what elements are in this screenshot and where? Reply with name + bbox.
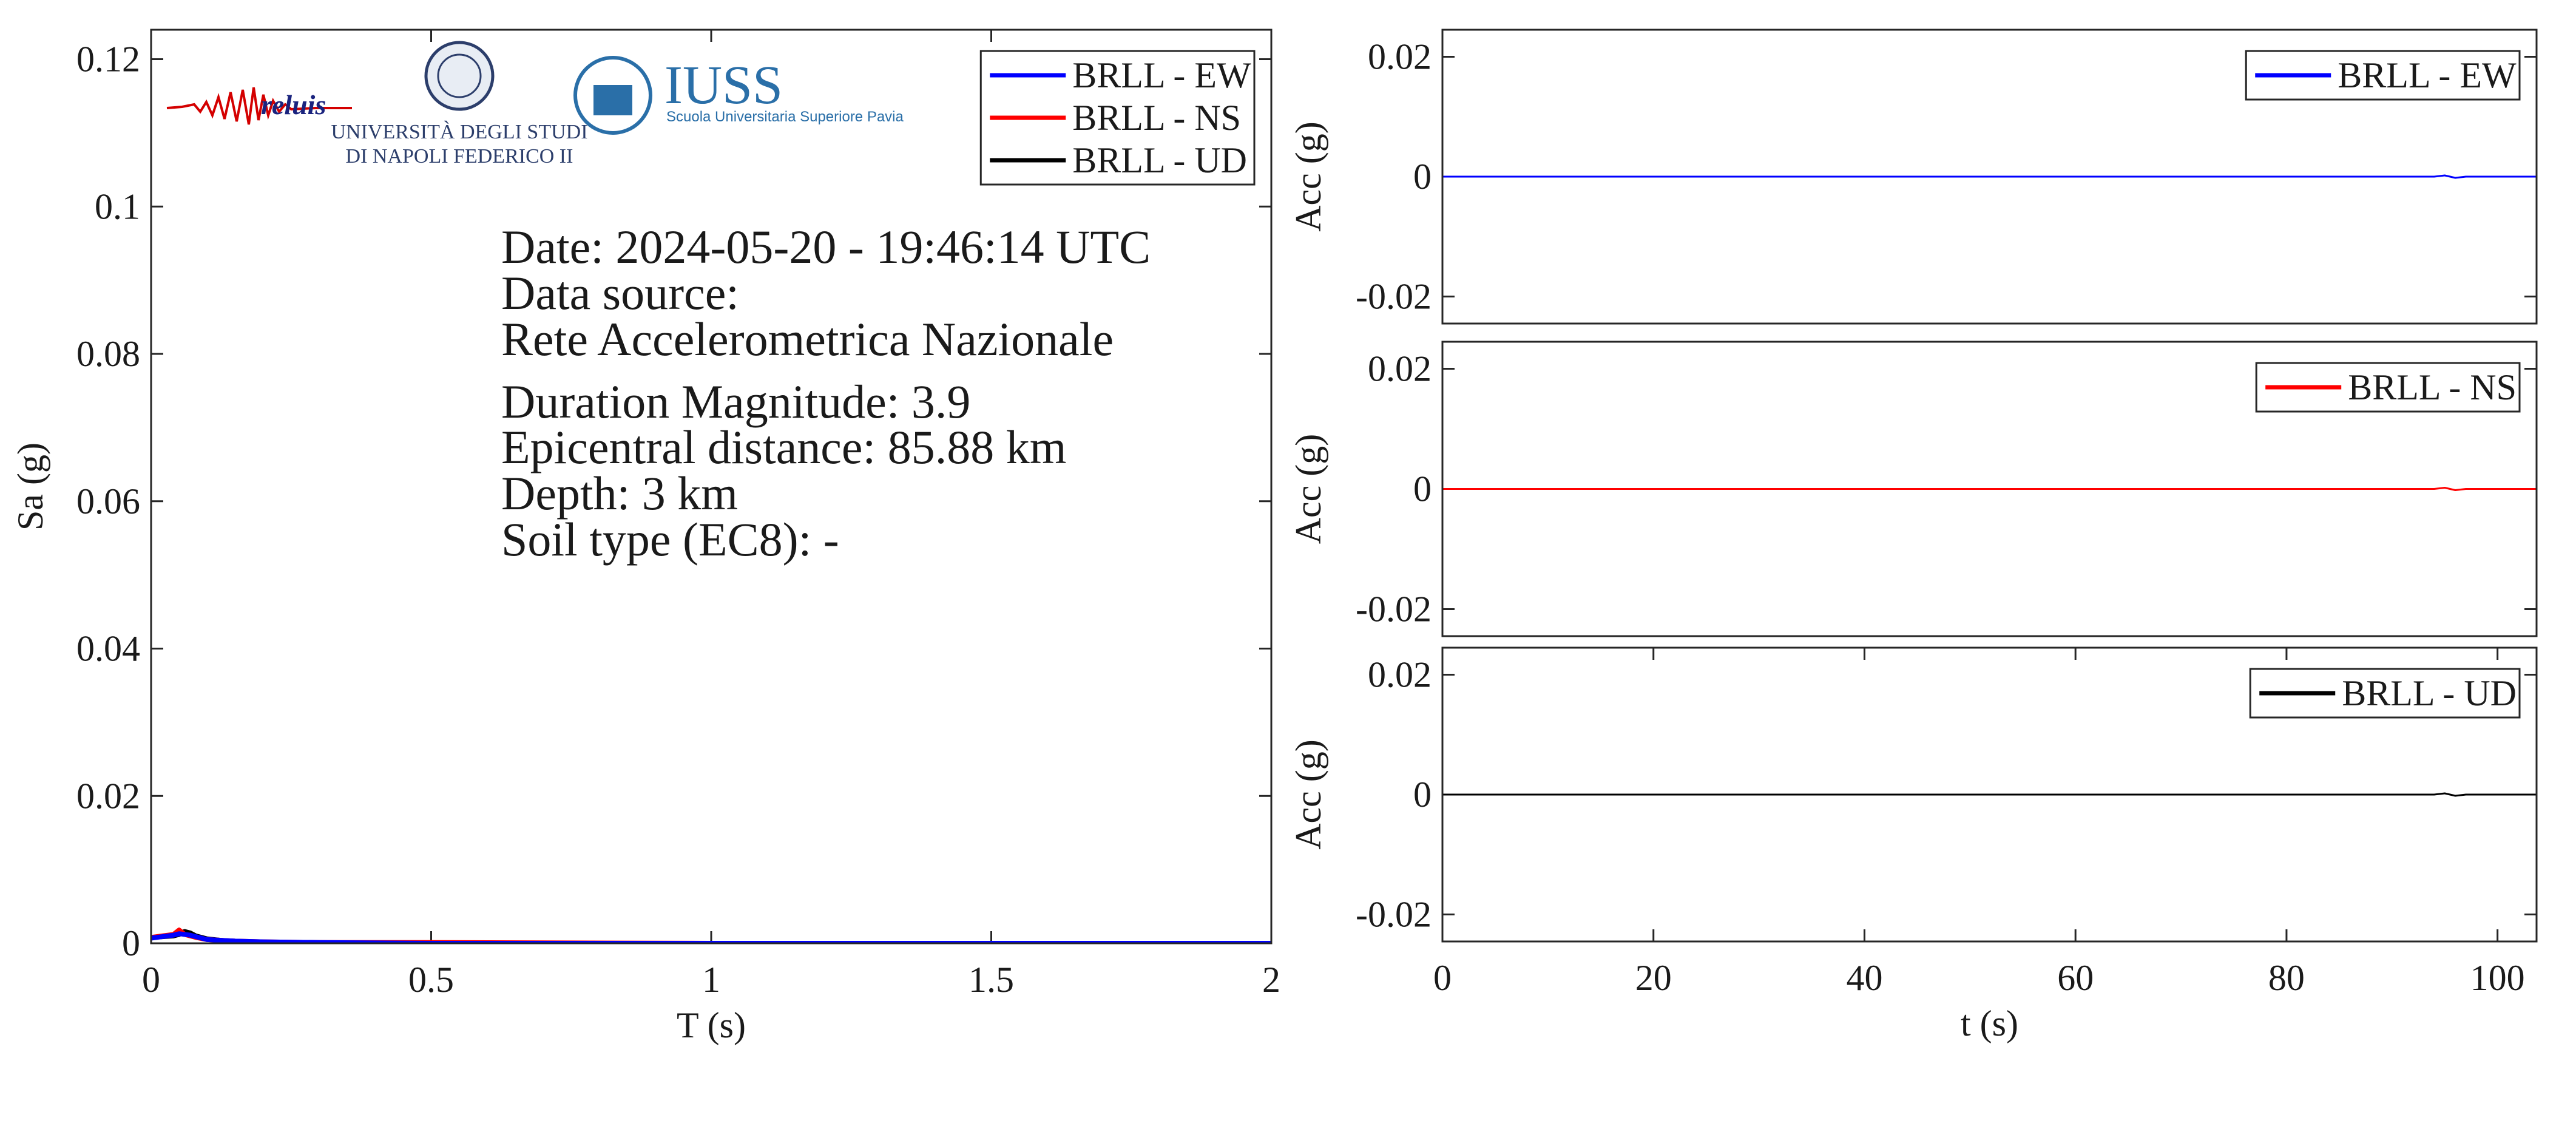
logo-text: IUSS xyxy=(664,55,783,115)
logo-seismogram xyxy=(166,87,352,125)
x-tick-label: 100 xyxy=(2470,958,2525,998)
logo-building xyxy=(593,85,632,115)
annotation: Soil type (EC8): - xyxy=(501,513,839,566)
x-tick-label: 0 xyxy=(142,960,160,1000)
logo-seal xyxy=(437,53,482,98)
y-tick-label: -0.02 xyxy=(1356,277,1432,317)
annotation: Duration Magnitude: 3.9 xyxy=(501,375,970,428)
annotation: Epicentral distance: 85.88 km xyxy=(501,421,1066,473)
legend-label: BRLL - UD xyxy=(1072,140,1247,180)
y-tick-label: 0.12 xyxy=(76,39,140,80)
legend: BRLL - EW xyxy=(2245,50,2521,101)
logo-reluis: reluis xyxy=(166,87,352,125)
plot-frame xyxy=(1441,29,2538,325)
logo-unina: UNIVERSITÀ DEGLI STUDI DI NAPOLI FEDERIC… xyxy=(331,41,588,168)
logo-text: Scuola Universitaria Superiore Pavia xyxy=(666,109,904,125)
y-tick-label: -0.02 xyxy=(1356,589,1432,629)
series-line xyxy=(151,931,1271,943)
y-tick-label: 0.02 xyxy=(1368,349,1432,389)
plot-frame xyxy=(1441,341,2538,637)
x-tick-label: 0.5 xyxy=(408,960,454,1000)
series-line xyxy=(1442,792,2537,797)
y-tick-label: 0 xyxy=(1413,775,1432,815)
y-tick-label: 0.06 xyxy=(76,481,140,521)
y-axis-label: Sa (g) xyxy=(10,443,50,531)
x-tick-label: 40 xyxy=(1846,958,1882,998)
y-axis-label: Acc (g) xyxy=(1288,121,1328,232)
y-tick-label: 0.02 xyxy=(1368,36,1432,76)
series-line xyxy=(1442,174,2537,179)
annotation: Date: 2024-05-20 - 19:46:14 UTC xyxy=(501,220,1151,273)
y-axis-label: Acc (g) xyxy=(1288,434,1328,544)
x-tick-label: 60 xyxy=(2057,958,2094,998)
legend-label: BRLL - NS xyxy=(1072,98,1241,138)
y-tick-label: 0.02 xyxy=(1368,654,1432,694)
y-tick-label: -0.02 xyxy=(1356,895,1432,935)
logo-text: UNIVERSITÀ DEGLI STUDI xyxy=(331,121,587,143)
x-tick-label: 2 xyxy=(1262,960,1280,1000)
x-axis-label: t (s) xyxy=(1961,1003,2018,1043)
y-tick-label: 0.08 xyxy=(76,334,140,374)
annotation: Data source: xyxy=(501,266,739,319)
x-tick-label: 0 xyxy=(1433,958,1452,998)
logo-iuss: IUSS Scuola Universitaria Superiore Pavi… xyxy=(573,55,904,135)
logo-seal xyxy=(424,41,495,111)
x-tick-label: 1.5 xyxy=(969,960,1014,1000)
y-tick-label: 0 xyxy=(1413,157,1432,197)
plot-frame xyxy=(1441,646,2538,943)
legend: BRLL - UD xyxy=(2249,668,2521,719)
series-line xyxy=(1442,487,2537,491)
y-tick-label: 0.02 xyxy=(76,776,140,816)
logo-text: reluis xyxy=(261,89,326,120)
x-tick-label: 1 xyxy=(702,960,720,1000)
y-tick-label: 0 xyxy=(122,923,140,963)
annotation: Rete Accelerometrica Nazionale xyxy=(501,313,1114,365)
y-tick-label: 0.04 xyxy=(76,629,140,669)
annotation: Depth: 3 km xyxy=(501,467,738,520)
y-axis-label: Acc (g) xyxy=(1288,739,1328,850)
logo-text: DI NAPOLI FEDERICO II xyxy=(346,145,573,168)
legend-label: BRLL - EW xyxy=(1072,55,1251,95)
y-tick-label: 0 xyxy=(1413,469,1432,509)
legend-label: BRLL - NS xyxy=(2348,367,2517,407)
legend-label: BRLL - UD xyxy=(2342,673,2517,713)
legend-label: BRLL - EW xyxy=(2338,55,2517,95)
x-tick-label: 80 xyxy=(2268,958,2305,998)
y-tick-label: 0.1 xyxy=(95,186,140,226)
legend: BRLL - NS xyxy=(2255,362,2521,413)
x-axis-label: T (s) xyxy=(677,1005,746,1045)
plot-frame xyxy=(150,29,1273,945)
x-tick-label: 20 xyxy=(1635,958,1672,998)
